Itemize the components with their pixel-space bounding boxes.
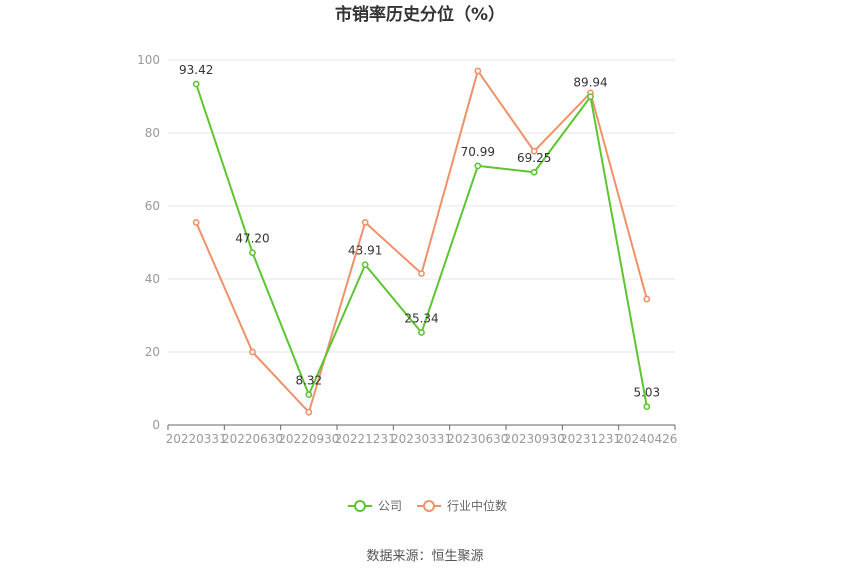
y-tick-label: 20 — [145, 345, 160, 359]
data-label: 25.34 — [404, 312, 438, 326]
data-point — [643, 403, 651, 411]
data-point — [418, 270, 425, 277]
data-point — [474, 67, 482, 75]
data-point — [418, 329, 425, 336]
source-note: 数据来源：恒生聚源 — [366, 549, 483, 564]
y-tick-label: 0 — [152, 418, 160, 432]
x-tick-label: 20231231 — [560, 432, 621, 446]
x-tick-label: 20230331 — [391, 432, 452, 446]
data-point — [474, 162, 482, 170]
data-point — [530, 168, 538, 176]
data-point — [587, 93, 594, 101]
x-tick-label: 20230630 — [447, 432, 508, 446]
legend-marker — [423, 500, 435, 512]
data-point — [530, 147, 538, 155]
chart-title: 市销率历史分位（%） — [335, 4, 505, 25]
data-point — [305, 391, 313, 399]
data-label: 89.94 — [573, 76, 607, 90]
data-label: 70.99 — [461, 145, 495, 159]
series-layer — [192, 67, 651, 416]
x-tick-label: 20221231 — [335, 432, 396, 446]
data-point — [643, 295, 651, 303]
y-tick-label: 40 — [145, 272, 160, 286]
data-point — [361, 219, 369, 226]
data-label: 47.20 — [235, 232, 269, 246]
axes: 0 20 40 60 80 100 2022033120220630202209302022… — [137, 53, 677, 446]
legend-label: 行业中位数 — [447, 498, 507, 513]
grid — [168, 59, 675, 353]
data-point — [361, 261, 369, 269]
data-point — [192, 80, 200, 88]
data-point — [249, 249, 256, 257]
data-label: 5.03 — [633, 386, 660, 400]
y-tick-label: 80 — [145, 126, 160, 140]
data-label: 93.42 — [179, 63, 213, 77]
x-tick-label: 20220930 — [278, 432, 339, 446]
legend-label: 公司 — [378, 499, 402, 513]
y-tick-label: 100 — [137, 53, 160, 67]
data-label: 69.25 — [517, 151, 551, 165]
data-point — [305, 408, 313, 416]
data-point — [192, 219, 200, 226]
legend-item-company: 公司 — [348, 499, 402, 513]
x-tick-label: 20220630 — [222, 432, 283, 446]
legend-marker — [354, 500, 366, 512]
data-labels: 93.42 47.20 8.32 43.91 25.34 70.99 69.25 89.94 5… — [179, 63, 660, 400]
data-label: 43.91 — [348, 244, 382, 258]
y-tick-label: 60 — [145, 199, 160, 213]
legend-item-industry-median: 行业中位数 — [417, 498, 507, 513]
data-point — [249, 348, 256, 356]
x-tick-label: 20240426 — [616, 432, 677, 446]
x-tick-label: 20220331 — [166, 432, 227, 446]
data-label: 8.32 — [295, 374, 322, 388]
x-tick-label: 20230930 — [504, 432, 565, 446]
legend: 公司 行业中位数 — [348, 498, 507, 513]
